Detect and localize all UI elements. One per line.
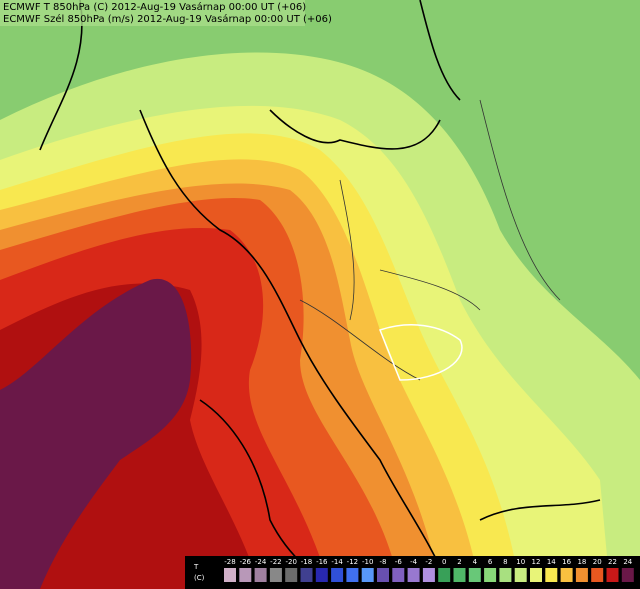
legend-label: -28 [224, 558, 235, 566]
legend-swatch [438, 568, 451, 582]
legend-swatch [621, 568, 634, 582]
legend-swatch [254, 568, 267, 582]
legend-swatch [422, 568, 435, 582]
legend-variable: T [193, 563, 199, 571]
legend-label: 6 [488, 558, 493, 566]
header-line: ECMWF T 850hPa (C) 2012-Aug-19 Vasárnap … [3, 1, 306, 13]
legend-swatch [484, 568, 497, 582]
legend-label: -18 [301, 558, 312, 566]
legend-swatch [377, 568, 389, 582]
legend-swatch [315, 568, 328, 582]
legend-swatch [269, 568, 282, 582]
legend-swatch [560, 568, 573, 582]
legend-swatch [545, 568, 558, 582]
legend-swatch [331, 568, 344, 582]
temp-zone [0, 278, 192, 589]
legend-label: -2 [425, 558, 432, 566]
legend-swatch [392, 568, 405, 582]
legend-label: 14 [547, 558, 556, 566]
legend-swatch [300, 568, 313, 582]
legend-unit: (C) [194, 574, 205, 582]
legend-swatch [499, 568, 512, 582]
legend-label: 20 [593, 558, 602, 566]
legend-label: 16 [562, 558, 571, 566]
legend-swatch [224, 568, 236, 582]
legend-swatch [285, 568, 298, 582]
legend-label: -20 [285, 558, 296, 566]
legend-label: -26 [240, 558, 252, 566]
legend-label: 8 [503, 558, 507, 566]
legend-label: 2 [457, 558, 461, 566]
legend-label: 0 [442, 558, 446, 566]
legend-label: -6 [395, 558, 403, 566]
legend-label: -24 [255, 558, 267, 566]
legend-swatch [575, 568, 588, 582]
legend-label: 10 [516, 558, 525, 566]
legend-label: -16 [316, 558, 328, 566]
header-line: ECMWF Szél 850hPa (m/s) 2012-Aug-19 Vasá… [3, 13, 332, 25]
legend-swatch [346, 568, 359, 582]
legend-swatch [591, 568, 604, 582]
legend: -28 -26 -24 -22 -20 -18 -16 -14 -12 -10 -8 -6 -4 -2 0 2… [224, 558, 634, 582]
legend-label: 4 [473, 558, 478, 566]
legend-label: 18 [577, 558, 586, 566]
legend-swatch [468, 568, 481, 582]
legend-label: 24 [623, 558, 632, 566]
legend-label: -14 [331, 558, 343, 566]
legend-label: -12 [347, 558, 358, 566]
legend-label: -4 [410, 558, 418, 566]
legend-swatch [606, 568, 619, 582]
legend-swatch [514, 568, 527, 582]
legend-swatch [407, 568, 420, 582]
legend-label: -10 [362, 558, 373, 566]
legend-label: 22 [608, 558, 617, 566]
legend-swatch [361, 568, 374, 582]
legend-label: -22 [270, 558, 281, 566]
legend-label: 12 [532, 558, 541, 566]
highlighted-border [379, 324, 463, 381]
legend-swatch [453, 568, 466, 582]
legend-swatch [530, 568, 542, 582]
header-box [0, 0, 305, 26]
legend-label: -8 [380, 558, 387, 566]
legend-swatch [239, 568, 252, 582]
borders [299, 99, 561, 381]
